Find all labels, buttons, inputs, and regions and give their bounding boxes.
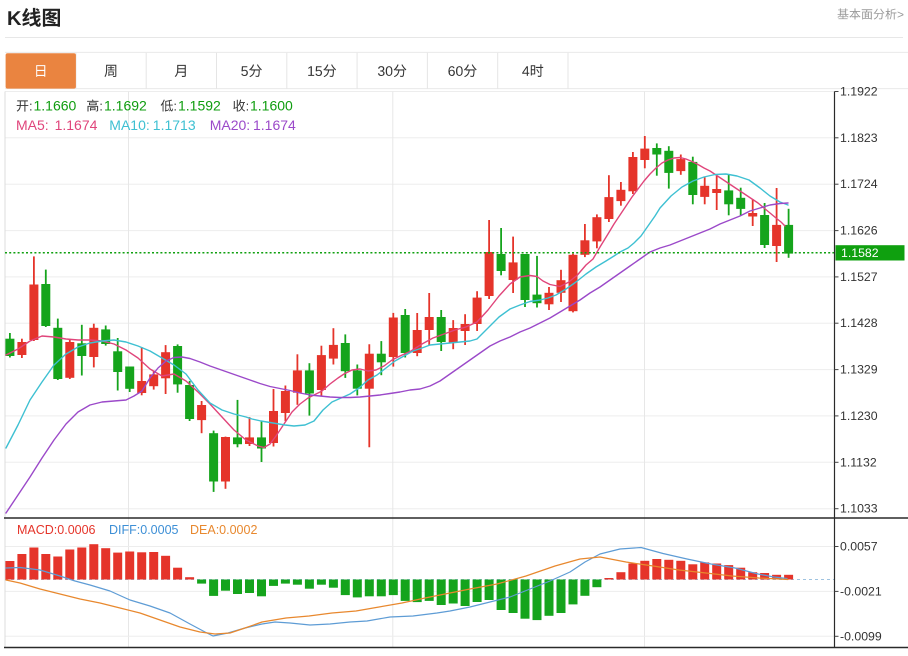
svg-text:-0.0021: -0.0021 [840, 584, 882, 598]
svg-text:MACD:0.0006: MACD:0.0006 [17, 523, 96, 537]
svg-text:MA10: 1.1713: MA10: 1.1713 [109, 117, 196, 133]
svg-text:0.0057: 0.0057 [840, 540, 878, 554]
svg-text:1.1626: 1.1626 [840, 224, 878, 238]
svg-text:1.1230: 1.1230 [840, 409, 878, 423]
svg-text:1.1033: 1.1033 [840, 502, 878, 516]
svg-text:DIFF:0.0005: DIFF:0.0005 [109, 523, 179, 537]
svg-text:1.1582: 1.1582 [841, 246, 879, 260]
svg-text:1.1922: 1.1922 [840, 85, 878, 99]
svg-text:1.1329: 1.1329 [840, 363, 878, 377]
svg-text:DEA:0.0002: DEA:0.0002 [190, 523, 257, 537]
svg-text:1.1132: 1.1132 [840, 455, 877, 469]
svg-text:1.1600: 1.1600 [250, 98, 293, 114]
svg-text:1.1527: 1.1527 [840, 270, 878, 284]
svg-text:1.1428: 1.1428 [840, 316, 878, 330]
svg-text:1.1592: 1.1592 [178, 98, 221, 114]
svg-text:1.1692: 1.1692 [104, 98, 147, 114]
svg-text:1.1724: 1.1724 [840, 177, 878, 191]
svg-text:-0.0099: -0.0099 [840, 629, 882, 643]
svg-text:MA5: 1.1674: MA5: 1.1674 [16, 117, 98, 133]
svg-text:1.1823: 1.1823 [840, 131, 878, 145]
svg-text:MA20: 1.1674: MA20: 1.1674 [210, 117, 296, 133]
svg-text:1.1660: 1.1660 [34, 98, 77, 114]
